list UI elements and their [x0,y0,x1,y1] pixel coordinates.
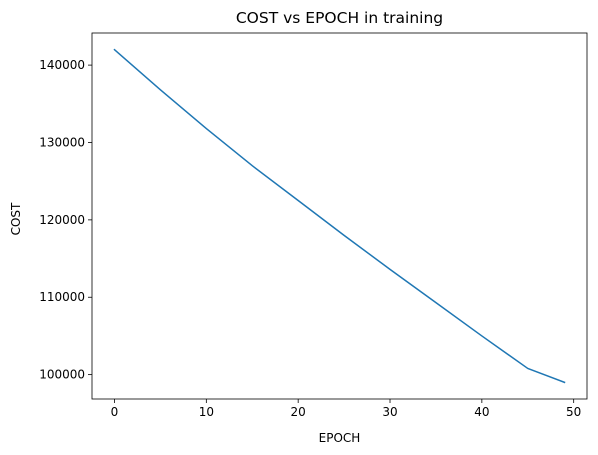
x-tick-label: 50 [566,405,581,419]
y-tick-label: 100000 [39,368,85,382]
plot-area: 0 10 20 30 40 50 100000 110000 120000 130000 14000… [39,32,588,419]
series-line [113,48,566,384]
y-axis-label: COST [9,202,23,235]
x-tick-label: 10 [199,405,214,419]
x-tick-label: 0 [111,405,119,419]
chart-title: COST vs EPOCH in training [236,9,443,27]
y-tick-label: 130000 [39,135,85,149]
x-tick-label: 40 [474,405,489,419]
y-tick-label: 140000 [39,58,85,72]
axes-frame [91,32,588,400]
x-tick-label: 20 [291,405,306,419]
y-tick-label: 110000 [39,290,85,304]
y-tick-label: 120000 [39,213,85,227]
x-axis-label: EPOCH [319,431,361,445]
x-tick-label: 30 [382,405,397,419]
